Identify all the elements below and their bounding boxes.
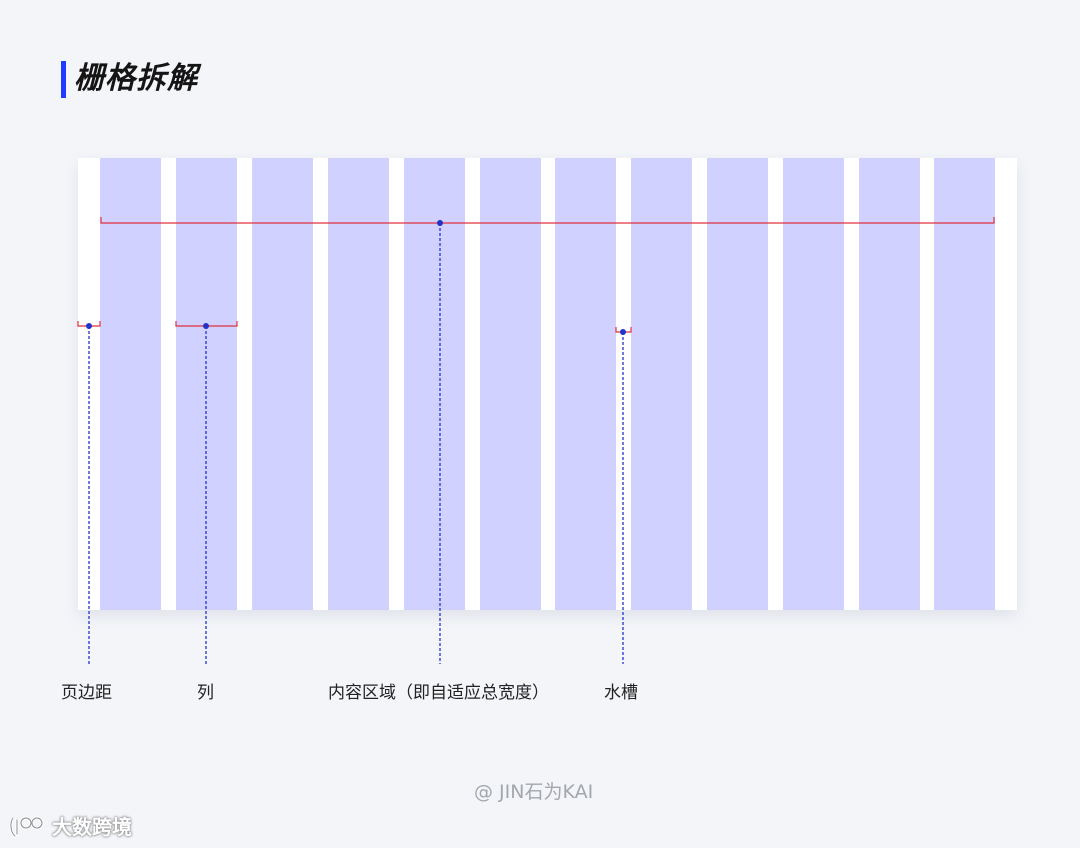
watermark-text: 大数跨境 xyxy=(52,815,132,839)
author-credit: @ JIN石为KAI xyxy=(474,781,594,803)
page-title: 栅格拆解 xyxy=(74,61,198,96)
watermark: 大数跨境 xyxy=(8,812,132,842)
margin-anchor-dot xyxy=(86,323,92,329)
column-anchor-dot xyxy=(203,323,209,329)
title-accent-bar xyxy=(61,61,66,98)
content-area-label: 内容区域（即自适应总宽度） xyxy=(328,683,549,703)
gutter-label: 水槽 xyxy=(604,683,638,703)
content-area-anchor-dot xyxy=(437,220,443,226)
gutter-anchor-dot xyxy=(620,329,626,335)
grid-column xyxy=(934,158,995,610)
content-area-bracket xyxy=(100,217,995,224)
grid-column xyxy=(328,158,389,610)
grid-column xyxy=(631,158,692,610)
grid-column xyxy=(707,158,768,610)
grid-column xyxy=(252,158,313,610)
watermark-logo-icon xyxy=(9,816,44,838)
grid-card xyxy=(78,158,1017,610)
grid-column xyxy=(859,158,920,610)
grid-column xyxy=(555,158,616,610)
grid-column xyxy=(100,158,161,610)
margin-label: 页边距 xyxy=(61,683,112,703)
grid-column xyxy=(404,158,465,610)
grid-column xyxy=(480,158,541,610)
column-label: 列 xyxy=(197,683,214,703)
grid-column xyxy=(783,158,844,610)
